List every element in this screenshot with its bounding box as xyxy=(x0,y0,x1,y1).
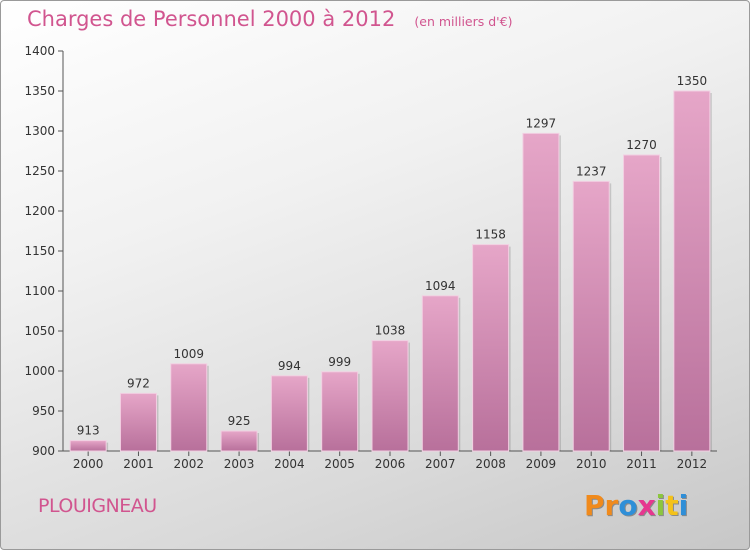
bar xyxy=(69,440,107,452)
x-tick-label: 2000 xyxy=(73,457,104,471)
y-tick-label: 950 xyxy=(32,404,55,418)
brand-letter: x xyxy=(637,489,656,522)
x-tick-label: 2006 xyxy=(375,457,406,471)
x-tick-label: 2001 xyxy=(123,457,154,471)
x-tick-label: 2002 xyxy=(173,457,204,471)
y-tick-label: 1050 xyxy=(24,324,55,338)
bar-value-label: 1038 xyxy=(375,324,406,338)
y-tick-label: 1200 xyxy=(24,204,55,218)
bar-value-label: 972 xyxy=(127,376,150,390)
x-tick-label: 2007 xyxy=(425,457,456,471)
bar xyxy=(119,392,157,452)
y-tick-label: 1100 xyxy=(24,284,55,298)
brand-letter: o xyxy=(618,489,638,522)
bar xyxy=(673,90,711,452)
y-tick-label: 1400 xyxy=(24,44,55,58)
bar-value-label: 1009 xyxy=(173,347,204,361)
x-tick-label: 2012 xyxy=(677,457,708,471)
location-label: PLOUIGNEAU xyxy=(38,495,157,517)
y-tick-label: 1150 xyxy=(24,244,55,258)
y-tick-label: 1350 xyxy=(24,84,55,98)
bars: 913 972 1009 925 994 999 1038 1094 1158 1297 1237 1… xyxy=(69,74,712,452)
bar-value-label: 1297 xyxy=(526,116,557,130)
title-row: Charges de Personnel 2000 à 2012 (en mil… xyxy=(27,7,512,31)
bar-value-label: 994 xyxy=(278,359,301,373)
brand-letter: i xyxy=(678,489,689,522)
bar-value-label: 925 xyxy=(228,414,251,428)
bar xyxy=(220,430,258,452)
bar-value-label: 1350 xyxy=(677,74,708,88)
brand-letter: t xyxy=(665,489,679,522)
bar-value-label: 1237 xyxy=(576,164,607,178)
x-tick-label: 2005 xyxy=(324,457,355,471)
x-axis: 2000 2001 2002 2003 2004 2005 2006 2007 2008 2009… xyxy=(63,450,717,471)
x-tick-label: 2004 xyxy=(274,457,305,471)
x-tick-label: 2008 xyxy=(475,457,506,471)
bar-value-label: 999 xyxy=(328,355,351,369)
bar xyxy=(623,154,661,452)
x-tick-label: 2011 xyxy=(626,457,657,471)
bar xyxy=(371,340,409,452)
brand-logo: Proxiti xyxy=(584,489,688,522)
y-axis: 900 950 1000 1050 1100 1150 1200 1250 1300 1350 14… xyxy=(24,44,64,458)
bar-value-label: 1270 xyxy=(626,138,657,152)
bar xyxy=(572,180,610,452)
bar xyxy=(472,244,510,452)
x-tick-label: 2009 xyxy=(526,457,557,471)
y-tick-label: 1000 xyxy=(24,364,55,378)
bar xyxy=(170,363,208,452)
brand-letter: r xyxy=(604,489,619,522)
bar-value-label: 1094 xyxy=(425,279,456,293)
bar xyxy=(270,375,308,452)
x-tick-label: 2003 xyxy=(224,457,255,471)
brand-letter: P xyxy=(584,489,605,522)
y-tick-label: 900 xyxy=(32,444,55,458)
y-tick-label: 1300 xyxy=(24,124,55,138)
x-tick-label: 2010 xyxy=(576,457,607,471)
chart-subtitle: (en milliers d'€) xyxy=(414,14,513,29)
bar xyxy=(321,371,359,452)
chart-title: Charges de Personnel 2000 à 2012 xyxy=(27,7,396,31)
bar-value-label: 1158 xyxy=(475,228,506,242)
bar xyxy=(522,132,560,452)
brand-letter: i xyxy=(655,489,666,522)
bar xyxy=(421,295,459,452)
y-tick-label: 1250 xyxy=(24,164,55,178)
bar-value-label: 913 xyxy=(77,424,100,438)
